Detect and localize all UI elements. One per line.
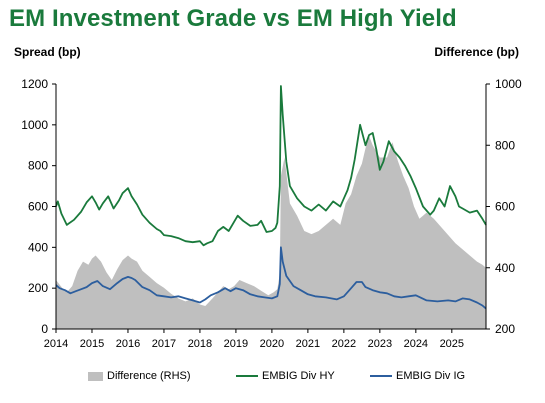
legend-swatch-hy [236,375,258,377]
legend-label-hy: EMBIG Div HY [262,370,335,382]
x-tick-label: 2015 [80,338,104,350]
x-tick-label: 2018 [188,338,212,350]
y-tick-label-right: 600 [495,200,515,214]
y-axis-title-right: Difference (bp) [434,45,519,59]
x-tick-label: 2025 [440,338,464,350]
x-tick-label: 2020 [260,338,284,350]
legend-item-ig: EMBIG Div IG [370,370,465,382]
y-tick-label-left: 0 [41,322,48,336]
y-axis-title-left: Spread (bp) [14,45,81,59]
y-tick-label-left: 200 [28,281,48,295]
legend-label-ig: EMBIG Div IG [396,370,466,382]
area-layer [56,136,486,329]
x-tick-label: 2014 [44,338,68,350]
y-tick-label-right: 400 [495,261,515,275]
series-line-hy [55,85,487,247]
series-line-ig [55,246,487,310]
line-layer [55,85,487,310]
y-tick-label-left: 1000 [21,118,48,132]
legend-swatch-difference [88,371,103,381]
legend-swatch-ig [370,375,392,377]
y-tick-label-right: 800 [495,138,515,152]
y-tick-label-left: 600 [28,200,48,214]
series-area-difference [56,136,486,329]
legend-label-difference: Difference (RHS) [107,370,191,382]
x-tick-label: 2016 [116,338,140,350]
legend-item-hy: EMBIG Div HY [236,370,335,382]
y-tick-label-right: 200 [495,322,515,336]
x-tick-label: 2019 [224,338,248,350]
x-tick-label: 2022 [332,338,356,350]
x-tick-label: 2023 [368,338,392,350]
legend-item-difference: Difference (RHS) [88,370,191,382]
y-tick-label-right: 1000 [495,77,522,91]
x-tick-label: 2017 [152,338,176,350]
y-tick-label-left: 400 [28,240,48,254]
x-tick-label: 2021 [296,338,320,350]
x-tick-label: 2024 [404,338,428,350]
chart-title: EM Investment Grade vs EM High Yield [9,5,457,32]
y-tick-label-left: 800 [28,159,48,173]
axis-layer: 0 200 400 600 800 1000 1200 200 400 600 800 1000 201… [21,77,522,350]
y-tick-label-left: 1200 [21,77,48,91]
